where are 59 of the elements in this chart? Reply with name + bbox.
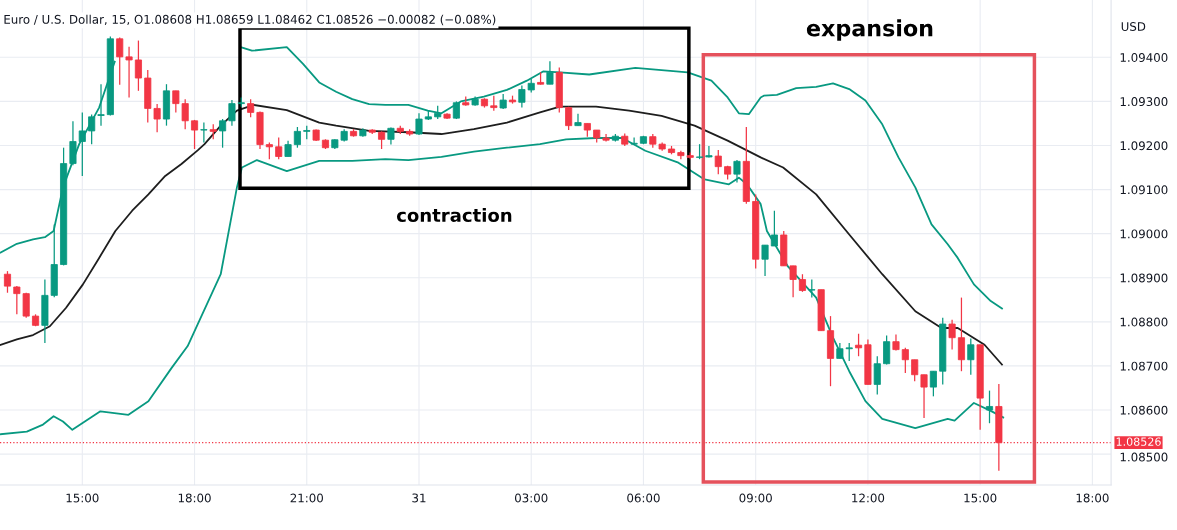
y-axis-title: USD xyxy=(1121,22,1146,31)
candlestick xyxy=(733,159,741,184)
x-tick-label: 21:00 xyxy=(290,493,323,503)
ref-line-label: 1.08526 xyxy=(1116,437,1161,446)
candlestick xyxy=(247,98,255,118)
x-tick-label: 03:00 xyxy=(514,493,548,503)
candlestick xyxy=(911,359,919,382)
candlestick xyxy=(275,136,283,160)
y-tick-label: 1.08700 xyxy=(1120,361,1168,371)
x-tick-label: 18:00 xyxy=(1076,493,1109,503)
y-tick-label: 1.08600 xyxy=(1120,405,1168,415)
x-tick-label: 31 xyxy=(412,493,426,503)
candlestick xyxy=(705,145,713,159)
candlestick xyxy=(920,374,928,419)
candlestick xyxy=(808,278,816,299)
candlestick xyxy=(125,46,133,99)
candlestick xyxy=(69,120,77,166)
candlestick xyxy=(929,370,937,397)
x-tick-label: 15:00 xyxy=(66,493,99,503)
candlestick xyxy=(574,113,582,127)
y-tick-label: 1.09400 xyxy=(1120,53,1168,62)
candlestick xyxy=(191,119,199,150)
annotation: contraction xyxy=(396,208,512,223)
candlestick xyxy=(293,126,301,149)
annotation: Euro / U.S. Dollar, 15, O1.08608 H1.08659 L1.08462 C1.08526 −0.00082 (−0.08%) xyxy=(4,14,496,26)
candlestick xyxy=(78,111,86,177)
candlestick xyxy=(415,112,423,136)
candlestick xyxy=(97,83,105,127)
candlestick xyxy=(714,149,722,175)
y-tick-label: 1.08500 xyxy=(1120,452,1168,462)
y-tick-label: 1.09100 xyxy=(1120,185,1168,195)
candlestick xyxy=(219,118,227,149)
candlestick xyxy=(88,113,96,145)
y-tick-label: 1.09000 xyxy=(1120,229,1168,239)
candlestick xyxy=(883,334,891,366)
candlestick xyxy=(948,319,956,351)
candlestick xyxy=(200,121,208,144)
candlestick xyxy=(770,210,778,247)
candlestick xyxy=(761,244,769,277)
annotation: expansion xyxy=(806,19,933,41)
y-tick-label: 1.09300 xyxy=(1120,97,1168,107)
y-tick-label: 1.09200 xyxy=(1120,141,1168,151)
x-tick-label: 09:00 xyxy=(739,493,772,503)
x-tick-label: 15:00 xyxy=(964,493,997,503)
y-tick-label: 1.08800 xyxy=(1120,317,1168,327)
candlestick xyxy=(116,36,124,86)
candlestick xyxy=(873,355,881,396)
candlestick xyxy=(134,39,142,92)
y-tick-label: 1.08900 xyxy=(1120,273,1168,283)
candlestick xyxy=(957,296,965,372)
x-tick-label: 06:00 xyxy=(627,493,660,503)
x-tick-label: 12:00 xyxy=(852,493,885,503)
candlestick xyxy=(228,99,236,127)
candlestick xyxy=(546,60,554,85)
candlestick xyxy=(901,347,909,374)
x-tick-label: 18:00 xyxy=(178,493,211,503)
candlestick xyxy=(3,270,12,294)
candlestick xyxy=(985,389,994,424)
candlestick xyxy=(967,337,975,376)
